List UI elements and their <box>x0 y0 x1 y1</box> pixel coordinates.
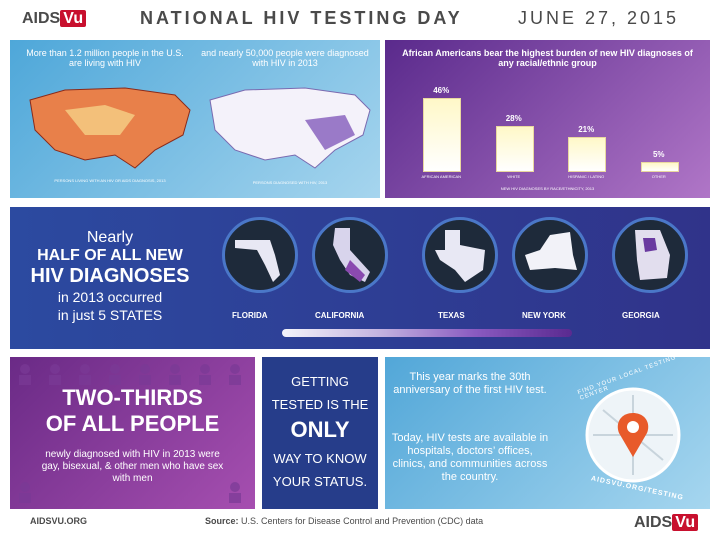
availability-text: Today, HIV tests are available in hospit… <box>391 432 549 483</box>
bar-category-2: WHITE <box>507 174 521 179</box>
states-line5: in just 5 STATES <box>57 307 163 323</box>
bar-value-2: 28% <box>505 114 522 124</box>
only-line2: TESTED IS THE <box>271 397 369 412</box>
footer-source-label: Source: <box>205 516 239 526</box>
logo-suffix: Vu <box>60 10 87 27</box>
footer-logo: AIDS Vu <box>634 514 699 532</box>
bar-value-3: 21% <box>578 125 595 135</box>
us-map-diagnosed-icon <box>209 87 371 169</box>
states-line3: HIV DIAGNOSES <box>30 265 190 287</box>
only-line4: WAY TO KNOW <box>273 451 367 466</box>
footer-logo-suffix: Vu <box>672 514 699 531</box>
california-map-icon <box>312 217 388 293</box>
page-title: NATIONAL HIV TESTING DAY <box>140 8 463 28</box>
panel-maps: More than 1.2 million people in the U.S.… <box>10 40 380 198</box>
people-pattern-icon <box>19 364 241 503</box>
footer-source: Source: U.S. Centers for Disease Control… <box>205 516 483 526</box>
states-line1: Nearly <box>86 229 134 246</box>
bar-value-1: 46% <box>433 86 450 96</box>
bar-3 <box>568 137 607 172</box>
only-line5: YOUR STATUS. <box>272 474 368 489</box>
state-label-florida: FLORIDA <box>232 311 268 320</box>
states-line4: in 2013 occurred <box>57 289 163 305</box>
anniversary-text: This year marks the 30th anniversary of … <box>393 371 547 396</box>
state-label-california: CALIFORNIA <box>315 311 365 320</box>
bar-category-4: OTHER <box>651 174 666 179</box>
panel-anniversary: This year marks the 30th anniversary of … <box>385 355 710 509</box>
two-thirds-title2: OF ALL PEOPLE <box>45 411 220 436</box>
bar-1 <box>423 98 462 172</box>
panel-two-thirds: TWO-THIRDS OF ALL PEOPLE newly diagnosed… <box>10 357 255 509</box>
map-left-caption: More than 1.2 million people in the U.S.… <box>26 48 184 68</box>
chart-area: 46% AFRICAN AMERICAN 28% WHITE 21% HISPANIC /… <box>405 80 695 180</box>
legend-gradient <box>282 329 572 337</box>
bar-2 <box>495 126 534 172</box>
bar-category-3: HISPANIC / LATINO <box>568 174 605 179</box>
chart-xlabel: NEW HIV DIAGNOSES BY RACE/ETHNICITY, 201… <box>500 186 595 191</box>
bar-4 <box>640 162 679 172</box>
georgia-map-icon <box>612 217 688 293</box>
bar-category-1: AFRICAN AMERICAN <box>421 174 462 179</box>
states-line2: HALF OF ALL NEW <box>37 247 183 264</box>
logo-prefix: AIDS <box>22 10 61 27</box>
map-left-label: PERSONS LIVING WITH AN HIV OR AIDS DIAGN… <box>54 178 166 183</box>
page-date: JUNE 27, 2015 <box>518 8 680 28</box>
panel-testing-only: GETTING TESTED IS THE ONLY WAY TO KNOW Y… <box>262 357 378 509</box>
us-map-living-icon <box>29 87 191 169</box>
footer-site[interactable]: AIDSVU.ORG <box>30 516 88 526</box>
panel-race-chart: African Americans bear the highest burde… <box>385 40 710 198</box>
two-thirds-title1: TWO-THIRDS <box>62 385 203 410</box>
panel-five-states: Nearly HALF OF ALL NEW HIV DIAGNOSES in … <box>10 207 710 349</box>
texas-map-icon <box>422 217 498 293</box>
state-label-new-york: NEW YORK <box>522 311 566 320</box>
map-right-label: PERSONS DIAGNOSED WITH HIV, 2013 <box>252 180 328 185</box>
two-thirds-body: newly diagnosed with HIV in 2013 were ga… <box>41 449 224 484</box>
bar-value-4: 5% <box>652 150 665 160</box>
map-right-caption: and nearly 50,000 people were diagnosed … <box>201 48 369 68</box>
state-label-texas: TEXAS <box>438 311 465 320</box>
only-line1: GETTING <box>291 374 349 389</box>
florida-map-icon <box>222 217 298 293</box>
footer-logo-prefix: AIDS <box>634 514 673 531</box>
chart-title: African Americans bear the highest burde… <box>402 48 693 68</box>
only-line3: ONLY <box>290 417 350 442</box>
state-label-georgia: GEORGIA <box>622 311 660 320</box>
header-logo: AIDS Vu <box>22 10 87 28</box>
footer-source-text: U.S. Centers for Disease Control and Pre… <box>241 516 484 526</box>
new-york-map-icon <box>512 217 588 293</box>
testing-locator-icon <box>585 387 681 483</box>
